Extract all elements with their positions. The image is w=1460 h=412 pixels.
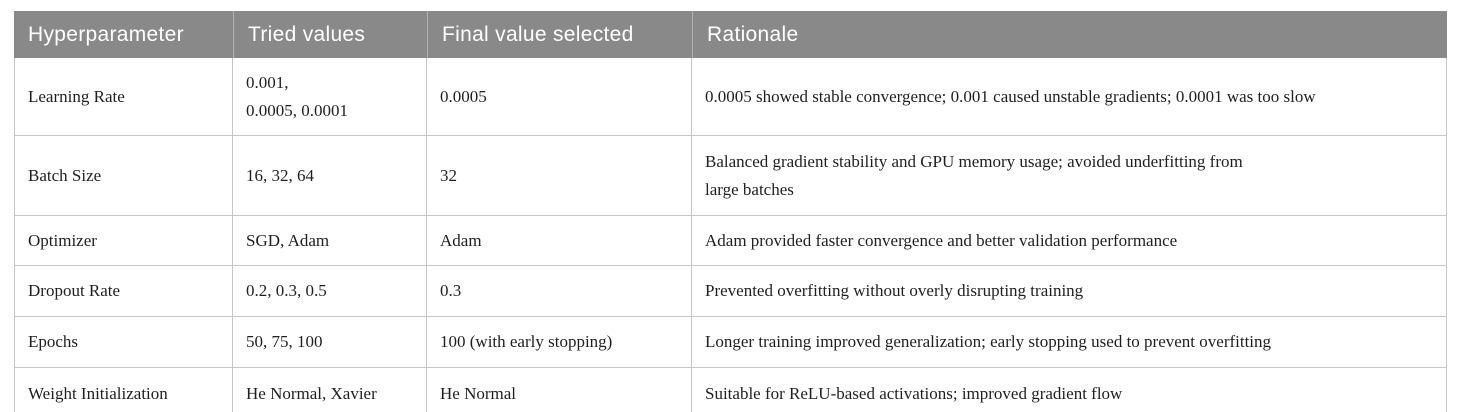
cell-final-value: 32 bbox=[427, 136, 692, 216]
cell-tried-values: 0.2, 0.3, 0.5 bbox=[233, 266, 427, 317]
cell-tried-values: 16, 32, 64 bbox=[233, 136, 427, 216]
cell-hyperparameter: Optimizer bbox=[14, 216, 233, 266]
table-row-epochs: Epochs 50, 75, 100 100 (with early stopp… bbox=[14, 317, 1447, 368]
table-header: Hyperparameter Tried values Final value … bbox=[14, 11, 1447, 58]
cell-hyperparameter: Epochs bbox=[14, 317, 233, 368]
cell-rationale: Prevented overfitting without overly dis… bbox=[692, 266, 1447, 317]
cell-hyperparameter: Weight Initialization bbox=[14, 368, 233, 412]
table-row-batch-size: Batch Size 16, 32, 64 32 Balanced gradie… bbox=[14, 136, 1447, 216]
table-row-dropout-rate: Dropout Rate 0.2, 0.3, 0.5 0.3 Prevented… bbox=[14, 266, 1447, 317]
cell-hyperparameter: Learning Rate bbox=[14, 58, 233, 136]
column-header-tried-values: Tried values bbox=[233, 11, 427, 58]
cell-final-value: 100 (with early stopping) bbox=[427, 317, 692, 368]
table-row-learning-rate: Learning Rate 0.001, 0.0005, 0.0001 0.00… bbox=[14, 58, 1447, 136]
cell-final-value: Adam bbox=[427, 216, 692, 266]
cell-hyperparameter: Dropout Rate bbox=[14, 266, 233, 317]
cell-rationale: Balanced gradient stability and GPU memo… bbox=[692, 136, 1447, 216]
cell-final-value: 0.0005 bbox=[427, 58, 692, 136]
table-row-optimizer: Optimizer SGD, Adam Adam Adam provided f… bbox=[14, 216, 1447, 266]
column-header-rationale: Rationale bbox=[692, 11, 1447, 58]
column-header-hyperparameter: Hyperparameter bbox=[14, 11, 233, 58]
cell-rationale: Adam provided faster convergence and bet… bbox=[692, 216, 1447, 266]
cell-rationale: Suitable for ReLU-based activations; imp… bbox=[692, 368, 1447, 412]
cell-hyperparameter: Batch Size bbox=[14, 136, 233, 216]
cell-rationale: 0.0005 showed stable convergence; 0.001 … bbox=[692, 58, 1447, 136]
cell-final-value: He Normal bbox=[427, 368, 692, 412]
cell-rationale: Longer training improved generalization;… bbox=[692, 317, 1447, 368]
hyperparameter-table: Hyperparameter Tried values Final value … bbox=[14, 11, 1447, 412]
cell-tried-values: SGD, Adam bbox=[233, 216, 427, 266]
cell-tried-values: He Normal, Xavier bbox=[233, 368, 427, 412]
cell-tried-values: 0.001, 0.0005, 0.0001 bbox=[233, 58, 427, 136]
table-row-weight-initialization: Weight Initialization He Normal, Xavier … bbox=[14, 368, 1447, 412]
column-header-final-value-selected: Final value selected bbox=[427, 11, 692, 58]
cell-tried-values: 50, 75, 100 bbox=[233, 317, 427, 368]
cell-final-value: 0.3 bbox=[427, 266, 692, 317]
table-body: Learning Rate 0.001, 0.0005, 0.0001 0.00… bbox=[14, 58, 1447, 412]
table-header-row: Hyperparameter Tried values Final value … bbox=[14, 11, 1447, 58]
